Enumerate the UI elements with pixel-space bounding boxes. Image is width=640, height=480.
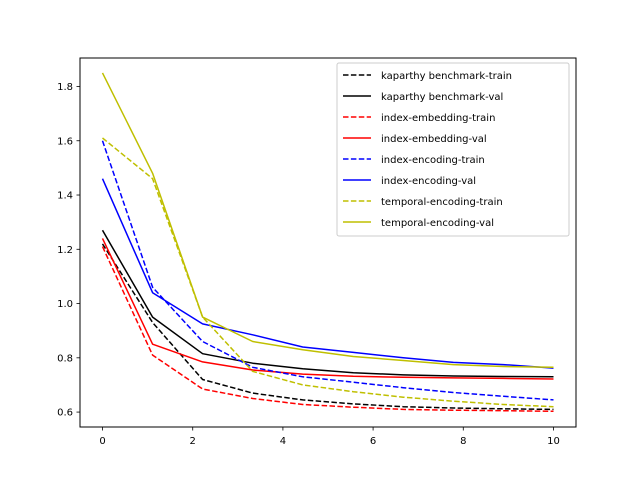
series-line-kaparthy-benchmark-train (101, 243, 554, 411)
series-line-temporal-encoding-train (102, 137, 554, 408)
x-axis: 0 2 4 6 8 10 (99, 427, 560, 447)
axes-border (79, 57, 577, 428)
y-tick-label: 0.8 (57, 353, 73, 364)
legend-label: kaparthy benchmark-val (381, 92, 503, 103)
y-tick-label: 1.8 (57, 82, 73, 93)
x-tick-label: 2 (190, 436, 196, 447)
legend-label: kaparthy benchmark-train (381, 71, 512, 82)
legend-label: temporal-encoding-train (381, 197, 503, 208)
y-tick-label: 1.4 (57, 191, 73, 202)
legend-label: index-encoding-train (381, 155, 485, 166)
x-tick-label: 10 (547, 436, 560, 447)
x-tick-label: 6 (370, 436, 376, 447)
y-tick-label: 0.6 (57, 408, 73, 419)
y-tick-label: 1.0 (57, 299, 73, 310)
series-layer (101, 72, 554, 413)
series-line-kaparthy-benchmark-val (101, 229, 554, 378)
legend-label: index-embedding-train (381, 113, 495, 124)
series-line-index-encoding-train (101, 140, 554, 401)
series-line-temporal-encoding-val (101, 72, 554, 369)
y-tick-label: 1.6 (57, 136, 73, 147)
series-line-index-encoding-val (101, 178, 554, 369)
x-tick-label: 8 (460, 436, 466, 447)
y-axis: 0.6 0.8 1.0 1.2 1.4 1.6 1.8 (57, 82, 80, 419)
x-tick-label: 0 (99, 436, 105, 447)
legend-label: index-encoding-val (381, 176, 476, 187)
legend: kaparthy benchmark-train kaparthy benchma… (336, 62, 570, 237)
series-line-index-embedding-val (101, 238, 554, 380)
legend-label: temporal-encoding-val (381, 218, 494, 229)
y-tick-label: 1.2 (57, 245, 73, 256)
legend-frame (336, 62, 570, 237)
x-tick-label: 4 (280, 436, 286, 447)
legend-label: index-embedding-val (381, 134, 487, 145)
